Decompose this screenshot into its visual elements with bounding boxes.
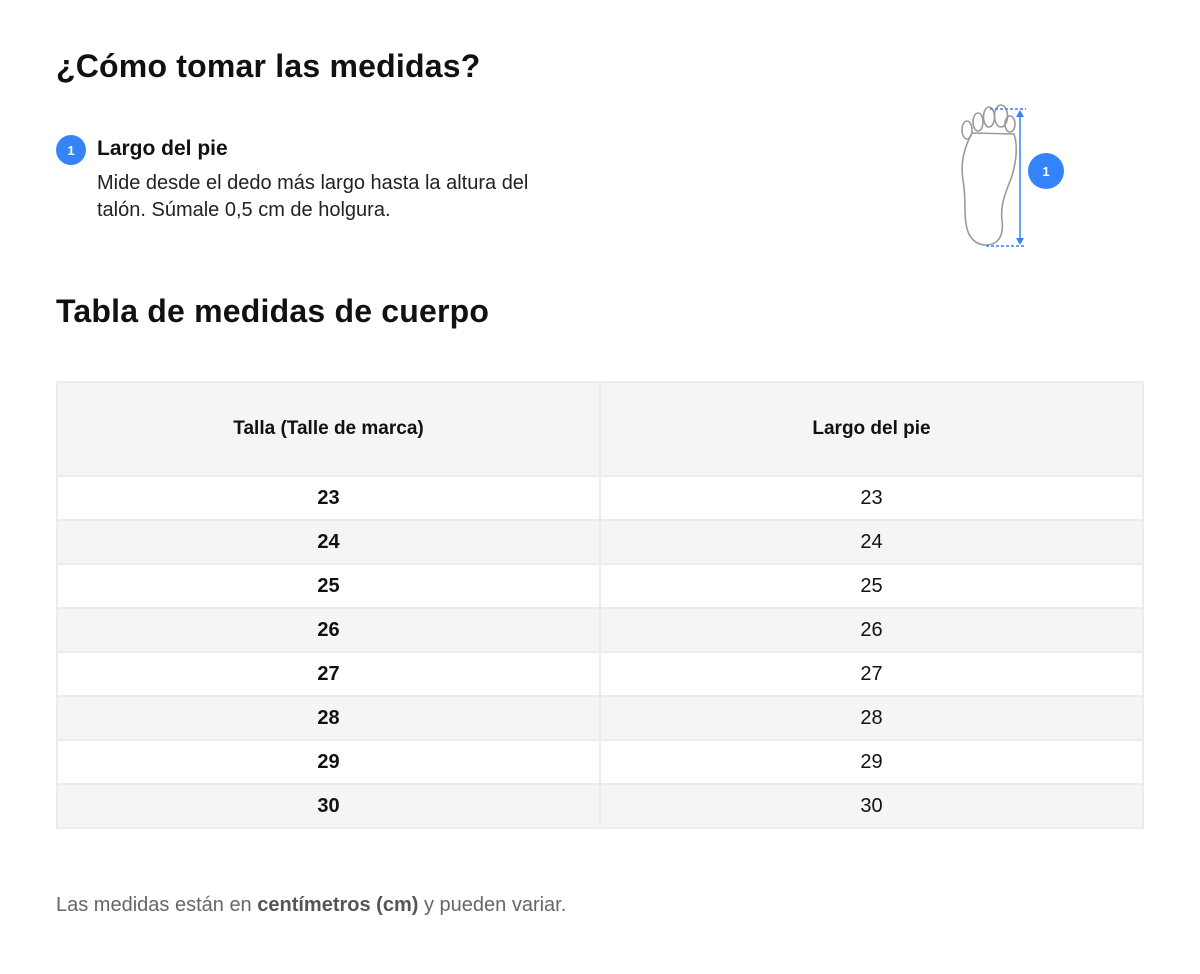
size-cell: 24	[56, 519, 601, 565]
foot-length-cell: 26	[599, 607, 1144, 653]
size-cell: 29	[56, 739, 601, 785]
units-note-emphasis: centímetros (cm)	[257, 894, 419, 916]
table-row: 29 29	[56, 739, 1144, 785]
header-size: Talla (Talle de marca)	[56, 381, 601, 477]
step-description: Mide desde el dedo más largo hasta la al…	[97, 172, 529, 221]
size-table: Talla (Talle de marca) Largo del pie 23 …	[56, 381, 1144, 829]
foot-length-cell: 25	[599, 563, 1144, 609]
how-to-measure-title: ¿Cómo tomar las medidas?	[56, 48, 481, 84]
table-row: 28 28	[56, 695, 1144, 741]
units-note-prefix: Las medidas están en	[56, 894, 258, 916]
size-table-title: Tabla de medidas de cuerpo	[56, 293, 490, 329]
figure-marker-label: 1	[1042, 164, 1049, 179]
foot-outline-icon: 1	[961, 104, 1064, 247]
table-row: 23 23	[56, 475, 1144, 521]
header-foot-length: Largo del pie	[599, 381, 1144, 477]
foot-length-cell: 23	[599, 475, 1144, 521]
table-row: 30 30	[56, 783, 1144, 829]
size-cell: 28	[56, 695, 601, 741]
step-title: Largo del pie	[97, 137, 228, 160]
size-cell: 23	[56, 475, 601, 521]
step-number-badge: 1	[56, 135, 86, 165]
foot-measure-figure: 1	[950, 100, 1080, 260]
table-row: 25 25	[56, 563, 1144, 609]
size-cell: 26	[56, 607, 601, 653]
size-cell: 27	[56, 651, 601, 697]
figure-marker-badge	[1028, 153, 1064, 189]
table-header-row: Talla (Talle de marca) Largo del pie	[56, 381, 1144, 477]
foot-length-cell: 30	[599, 783, 1144, 829]
foot-length-cell: 28	[599, 695, 1144, 741]
size-cell: 30	[56, 783, 601, 829]
units-note-suffix: y pueden variar.	[418, 894, 567, 916]
table-row: 26 26	[56, 607, 1144, 653]
foot-length-cell: 27	[599, 651, 1144, 697]
size-cell: 25	[56, 563, 601, 609]
table-row: 27 27	[56, 651, 1144, 697]
table-row: 24 24	[56, 519, 1144, 565]
foot-length-cell: 24	[599, 519, 1144, 565]
units-note: Las medidas están en centímetros (cm) y …	[56, 894, 566, 917]
foot-length-cell: 29	[599, 739, 1144, 785]
